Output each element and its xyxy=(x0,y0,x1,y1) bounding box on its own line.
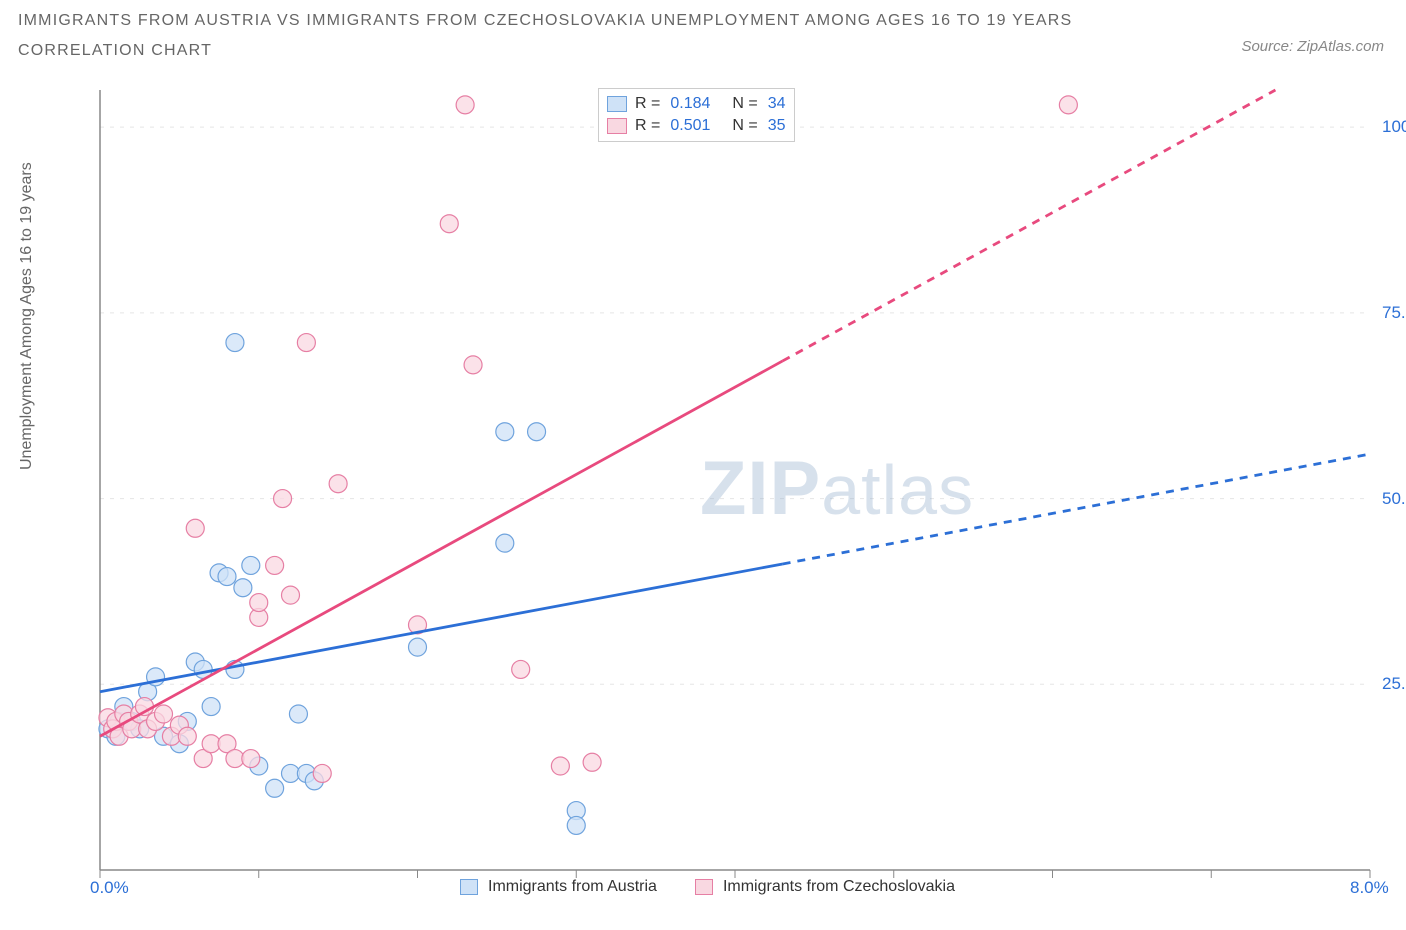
r-value: 0.184 xyxy=(670,95,710,113)
stats-legend: R = 0.184 N = 34 R = 0.501 N = 35 xyxy=(598,88,795,142)
legend-swatch xyxy=(607,118,627,134)
correlation-chart: ZIPatlas R =0.184N =34R =0.501N =35 Immi… xyxy=(60,75,1380,895)
title-line-1: IMMIGRANTS FROM AUSTRIA VS IMMIGRANTS FR… xyxy=(18,12,1072,30)
n-value: 34 xyxy=(768,95,786,113)
legend-swatch xyxy=(460,879,478,895)
series-legend: Immigrants from Austria Immigrants from C… xyxy=(460,878,955,896)
y-axis-label: Unemployment Among Ages 16 to 19 years xyxy=(18,162,36,470)
y-tick-label: 75.0% xyxy=(1382,303,1406,323)
stats-legend-row: R = 0.184 N = 34 xyxy=(607,93,786,115)
n-value: 35 xyxy=(768,117,786,135)
y-tick-label: 100.0% xyxy=(1382,117,1406,137)
legend-swatch xyxy=(695,879,713,895)
y-tick-label: 50.0% xyxy=(1382,489,1406,509)
n-label: N = xyxy=(732,95,757,113)
x-min-label: 0.0% xyxy=(90,878,129,898)
legend-series-label: Immigrants from Austria xyxy=(488,878,657,896)
r-label: R = xyxy=(635,117,660,135)
legend-swatch xyxy=(607,96,627,112)
y-tick-label: 25.0% xyxy=(1382,674,1406,694)
legend-series-label: Immigrants from Czechoslovakia xyxy=(723,878,955,896)
x-max-label: 8.0% xyxy=(1350,878,1389,898)
r-label: R = xyxy=(635,95,660,113)
r-value: 0.501 xyxy=(670,117,710,135)
chart-title: IMMIGRANTS FROM AUSTRIA VS IMMIGRANTS FR… xyxy=(18,12,1072,60)
chart-svg xyxy=(60,75,1380,895)
n-label: N = xyxy=(732,117,757,135)
title-line-2: CORRELATION CHART xyxy=(18,42,1072,60)
source-attribution: Source: ZipAtlas.com xyxy=(1241,38,1384,55)
stats-legend-row: R = 0.501 N = 35 xyxy=(607,115,786,137)
